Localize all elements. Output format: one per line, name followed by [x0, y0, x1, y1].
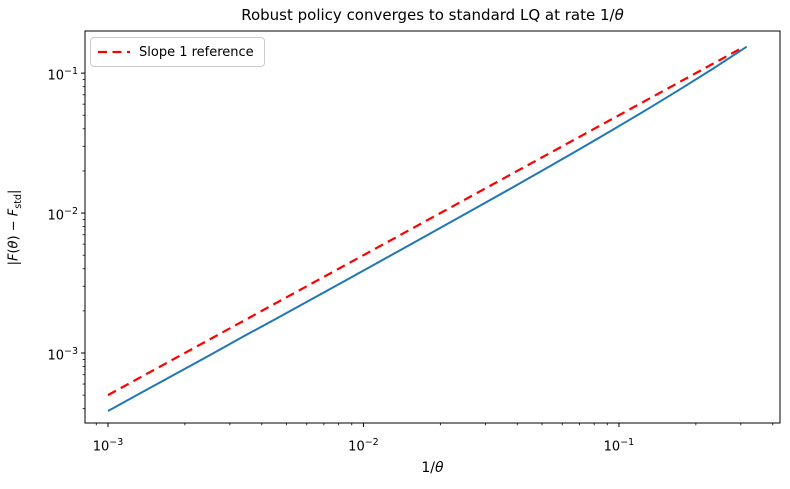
x-tick-label: 10−2 — [348, 437, 379, 455]
ylabel-paren-open: ( — [6, 248, 22, 254]
chart-title-theta: θ — [614, 6, 624, 24]
y-tick-label: 10−3 — [47, 345, 78, 364]
x-tick-label: 10−3 — [92, 437, 124, 455]
legend-label: Slope 1 reference — [139, 44, 254, 60]
ylabel-bar-open: | — [6, 261, 22, 266]
y-axis-label: |F(θ) − Fstd| — [6, 128, 25, 328]
xlabel-prefix: 1/ — [421, 460, 436, 476]
dashed-line-icon — [98, 50, 130, 54]
robust-error-curve-line — [107, 45, 748, 412]
chart-title: Robust policy converges to standard LQ a… — [85, 6, 780, 24]
ylabel-F-std: F — [6, 208, 22, 217]
axes-frame — [84, 30, 781, 424]
y-tick-label: 10−1 — [47, 66, 78, 84]
xlabel-theta: θ — [435, 460, 444, 476]
ylabel-paren-close: ) — [6, 235, 22, 241]
ylabel-theta: θ — [6, 240, 22, 249]
slope-1-reference-line — [107, 47, 742, 397]
ylabel-F: F — [6, 253, 22, 261]
y-tick-label: 10−2 — [47, 206, 78, 224]
ylabel-bar-close: | — [6, 189, 22, 195]
ylabel-minus: − — [6, 216, 22, 236]
legend: Slope 1 reference — [90, 37, 265, 67]
ylabel-sub-std: std — [13, 194, 25, 209]
chart-title-text: Robust policy converges to standard LQ a… — [241, 6, 615, 24]
x-tick-label: 10−1 — [603, 437, 635, 455]
x-axis-label: 1/θ — [85, 460, 780, 476]
